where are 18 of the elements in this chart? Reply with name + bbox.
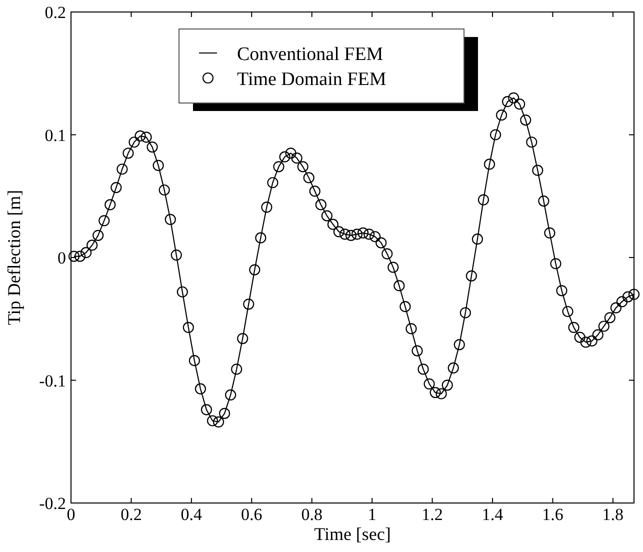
x-tick-label: 1.6 [542,505,564,524]
y-tick-label: -0.1 [39,371,66,390]
x-tick-label: 0.2 [120,505,142,524]
y-axis-title: Tip Deflection [m] [4,190,24,326]
y-tick-label: 0 [58,248,66,268]
x-tick-label: 0.4 [180,505,203,524]
legend-label: Time Domain FEM [237,69,386,90]
y-tick-label: 0.2 [44,3,66,22]
x-axis-title: Time [sec] [314,524,391,544]
x-tick-label: 0.8 [301,505,322,524]
x-tick-label: 1.2 [422,505,443,524]
legend-label: Conventional FEM [237,44,384,65]
y-tick-label: -0.2 [39,494,66,513]
x-tick-label: 1.4 [482,505,504,524]
x-tick-label: 1.8 [602,505,624,524]
y-tick-label: 0.1 [44,126,66,145]
x-tick-label: 0.6 [241,505,262,524]
x-tick-label: 1 [368,505,376,524]
